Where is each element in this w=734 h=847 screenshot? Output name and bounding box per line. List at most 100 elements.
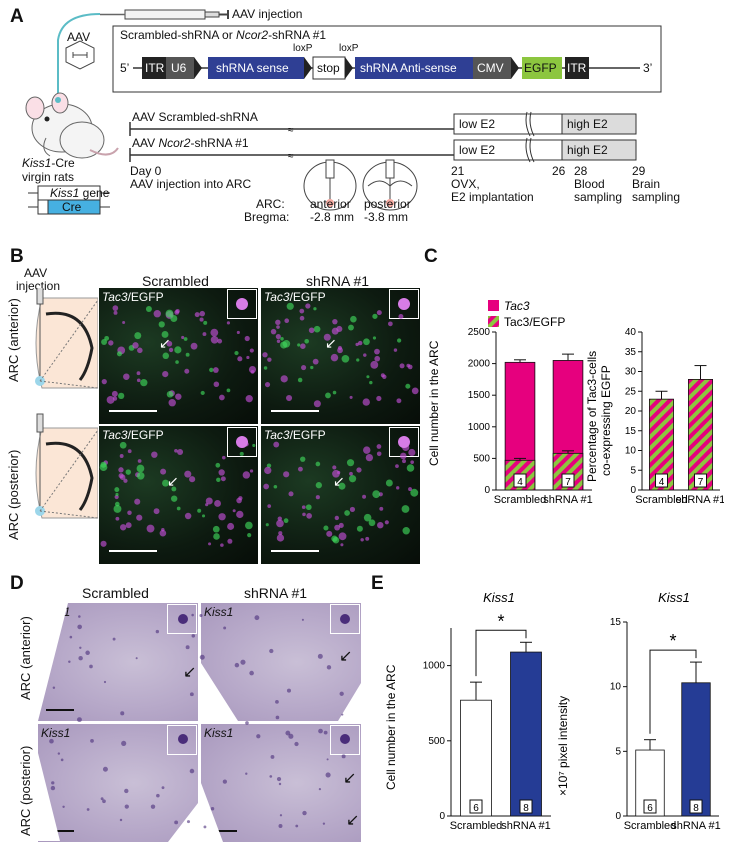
cell-dot: [213, 381, 220, 387]
cell-dot: [356, 467, 362, 473]
kiss1-cell-dot: [223, 626, 227, 630]
cell-dot: [262, 352, 268, 358]
kiss1-cell-dot: [124, 804, 129, 809]
inset-cell: [340, 614, 350, 624]
cell-dot: [398, 313, 404, 319]
kiss1-cell-dot: [269, 775, 273, 778]
cell-dot: [332, 318, 338, 325]
cell-dot: [183, 337, 188, 341]
y-tick-label: 0: [615, 811, 621, 822]
cell-dot: [162, 370, 169, 378]
bar: [460, 699, 492, 817]
cell-dot: [140, 379, 148, 387]
cell-dot: [379, 506, 384, 511]
brain-section-posterior-icon: [362, 159, 418, 211]
element-shrna-sense: shRNA sense: [216, 61, 289, 75]
cell-dot: [323, 333, 331, 341]
syringe-icon: [100, 9, 229, 20]
cell-dot: [363, 353, 367, 357]
n-label: 7: [565, 477, 571, 488]
cell-dot: [194, 312, 200, 318]
cell-dot: [301, 505, 306, 510]
cell-dot: [270, 328, 277, 335]
day-21-desc-1: OVX,: [451, 177, 480, 191]
cell-dot: [334, 524, 341, 531]
d-image-shrna-posterior: Kiss1: [201, 724, 361, 842]
cell-dot: [184, 512, 192, 520]
cell-dot: [363, 513, 372, 522]
cell-dot: [125, 469, 131, 475]
cell-dot: [250, 369, 255, 374]
bar: [688, 379, 713, 491]
kiss1-cell-dot: [77, 624, 82, 630]
cell-dot: [384, 520, 389, 525]
cell-dot: [402, 527, 410, 535]
cell-dot: [136, 378, 141, 383]
kiss1-cell-dot: [189, 768, 195, 774]
d-image-scrambled-posterior: Kiss1: [38, 724, 198, 842]
cell-dot: [112, 396, 118, 401]
day-28-label: 28: [574, 164, 588, 178]
kiss1-cell-dot: [121, 740, 127, 746]
cell-dot: [315, 461, 321, 467]
y-tick-label: 15: [610, 617, 622, 628]
kiss1-cell-dot: [317, 653, 323, 659]
kiss1-cell-dot: [279, 814, 283, 817]
kiss1-cell-dot: [276, 776, 282, 782]
cell-dot: [160, 468, 167, 475]
cell-dot: [185, 352, 190, 357]
cell-dot: [313, 325, 321, 333]
cell-dot: [122, 320, 126, 324]
cell-dot: [356, 525, 363, 532]
cell-dot: [305, 504, 312, 511]
cell-dot: [297, 377, 303, 383]
arc-label: ARC:: [256, 197, 285, 211]
cell-dot: [227, 522, 235, 530]
y-tick-label: 500: [428, 736, 445, 747]
kiss1-cell-dot: [102, 799, 106, 804]
kiss1-cell-dot: [135, 657, 138, 660]
cell-dot: [340, 543, 344, 547]
cell-dot: [134, 332, 142, 340]
cell-dot: [313, 400, 321, 408]
cell-dot: [280, 337, 284, 341]
significance-star: *: [497, 611, 504, 631]
cell-dot: [219, 394, 225, 401]
cell-dot: [175, 393, 182, 400]
kiss1-cell-dot: [318, 728, 323, 734]
construct-title: Scrambled-shRNA or Ncor2-shRNA #1: [120, 28, 327, 42]
cell-dot: [283, 471, 290, 478]
d-row-posterior: ARC (posterior): [18, 745, 33, 836]
gene-box-label: Kiss1 gene: [50, 186, 110, 200]
cell-dot: [205, 503, 209, 507]
cell-dot: [108, 340, 114, 346]
kiss1-cell-dot: [50, 785, 56, 791]
cell-dot: [266, 463, 272, 468]
cell-dot: [118, 467, 124, 473]
cell-dot: [276, 519, 284, 528]
cell-dot: [217, 338, 223, 344]
arrow-icon: ↙: [343, 770, 356, 787]
cell-dot: [168, 347, 174, 353]
cell-dot: [300, 456, 306, 462]
kiss1-cell-dot: [325, 772, 331, 778]
x-tick-label: shRNA #1: [676, 494, 724, 506]
cell-dot: [137, 459, 142, 463]
inset-cell: [236, 298, 248, 310]
legend-label-tac3: Tac3: [504, 299, 530, 313]
kiss1-cell-dot: [119, 818, 123, 822]
b-row-anterior: ARC (anterior): [6, 298, 21, 382]
cell-dot: [276, 339, 281, 343]
b-aav-injection-2: injection: [16, 279, 61, 293]
cell-dot: [283, 518, 289, 524]
d-col-shrna: shRNA #1: [244, 585, 308, 601]
cell-dot: [264, 466, 272, 475]
panel-letter-d: D: [10, 573, 24, 594]
cell-dot: [267, 504, 272, 508]
cell-dot: [171, 486, 177, 492]
cell-dot: [276, 325, 280, 329]
kiss1-cell-dot: [191, 613, 194, 617]
kiss1-cell-dot: [222, 779, 227, 784]
y-tick-label: 0: [484, 485, 490, 496]
panel-letter-b: B: [10, 246, 24, 267]
